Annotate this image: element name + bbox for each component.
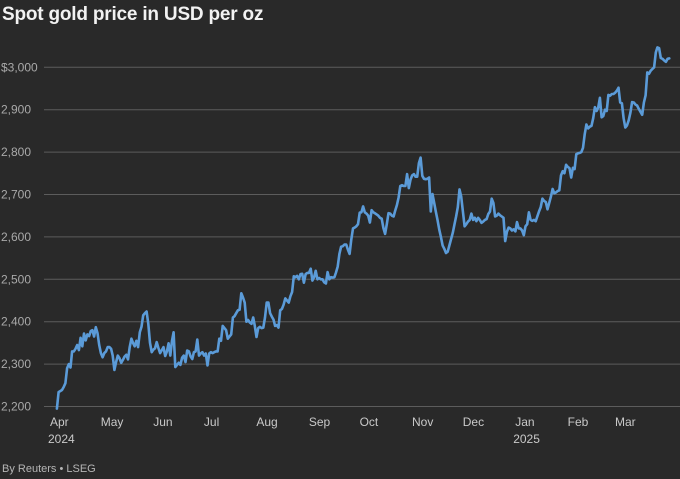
x-tick-label: Dec <box>463 415 484 429</box>
x-tick-label: Oct <box>360 415 379 429</box>
y-tick-label: 2,400 <box>1 315 31 329</box>
x-tick-label: Apr <box>50 415 69 429</box>
x-tick-label: Aug <box>256 415 277 429</box>
series-layer <box>55 46 671 410</box>
y-tick-label: 2,600 <box>1 230 31 244</box>
x-tick-label: Nov <box>412 415 433 429</box>
x-tick-label: Sep <box>309 415 331 429</box>
x-tick-label: Mar <box>615 415 636 429</box>
y-tick-label: $3,000 <box>1 60 38 74</box>
x-tick-label: May <box>101 415 124 429</box>
y-tick-label: 2,800 <box>1 145 31 159</box>
x-tick-year-label: 2024 <box>48 432 75 446</box>
y-tick-label: 2,700 <box>1 188 31 202</box>
x-tick-label: Jul <box>204 415 219 429</box>
x-tick-label: Feb <box>568 415 589 429</box>
source-credit: By Reuters • LSEG <box>2 463 96 475</box>
y-tick-label: 2,500 <box>1 272 31 286</box>
y-tick-label: 2,200 <box>1 400 31 414</box>
series-line-spot-gold <box>55 46 671 410</box>
y-tick-label: 2,900 <box>1 103 31 117</box>
y-tick-label: 2,300 <box>1 357 31 371</box>
grid-lines <box>44 66 680 407</box>
y-axis-labels: 2,200 2,300 2,400 2,500 2,600 2,700 2,800 2,900… <box>1 60 38 413</box>
x-axis-labels: Apr 2024 May Jun Jul Aug Sep Oct Nov Dec Jan 2025 Fe… <box>48 415 636 446</box>
x-tick-year-label: 2025 <box>513 432 540 446</box>
chart-title: Spot gold price in USD per oz <box>2 4 264 25</box>
x-tick-label: Jun <box>153 415 172 429</box>
x-tick-label: Jan <box>515 415 534 429</box>
